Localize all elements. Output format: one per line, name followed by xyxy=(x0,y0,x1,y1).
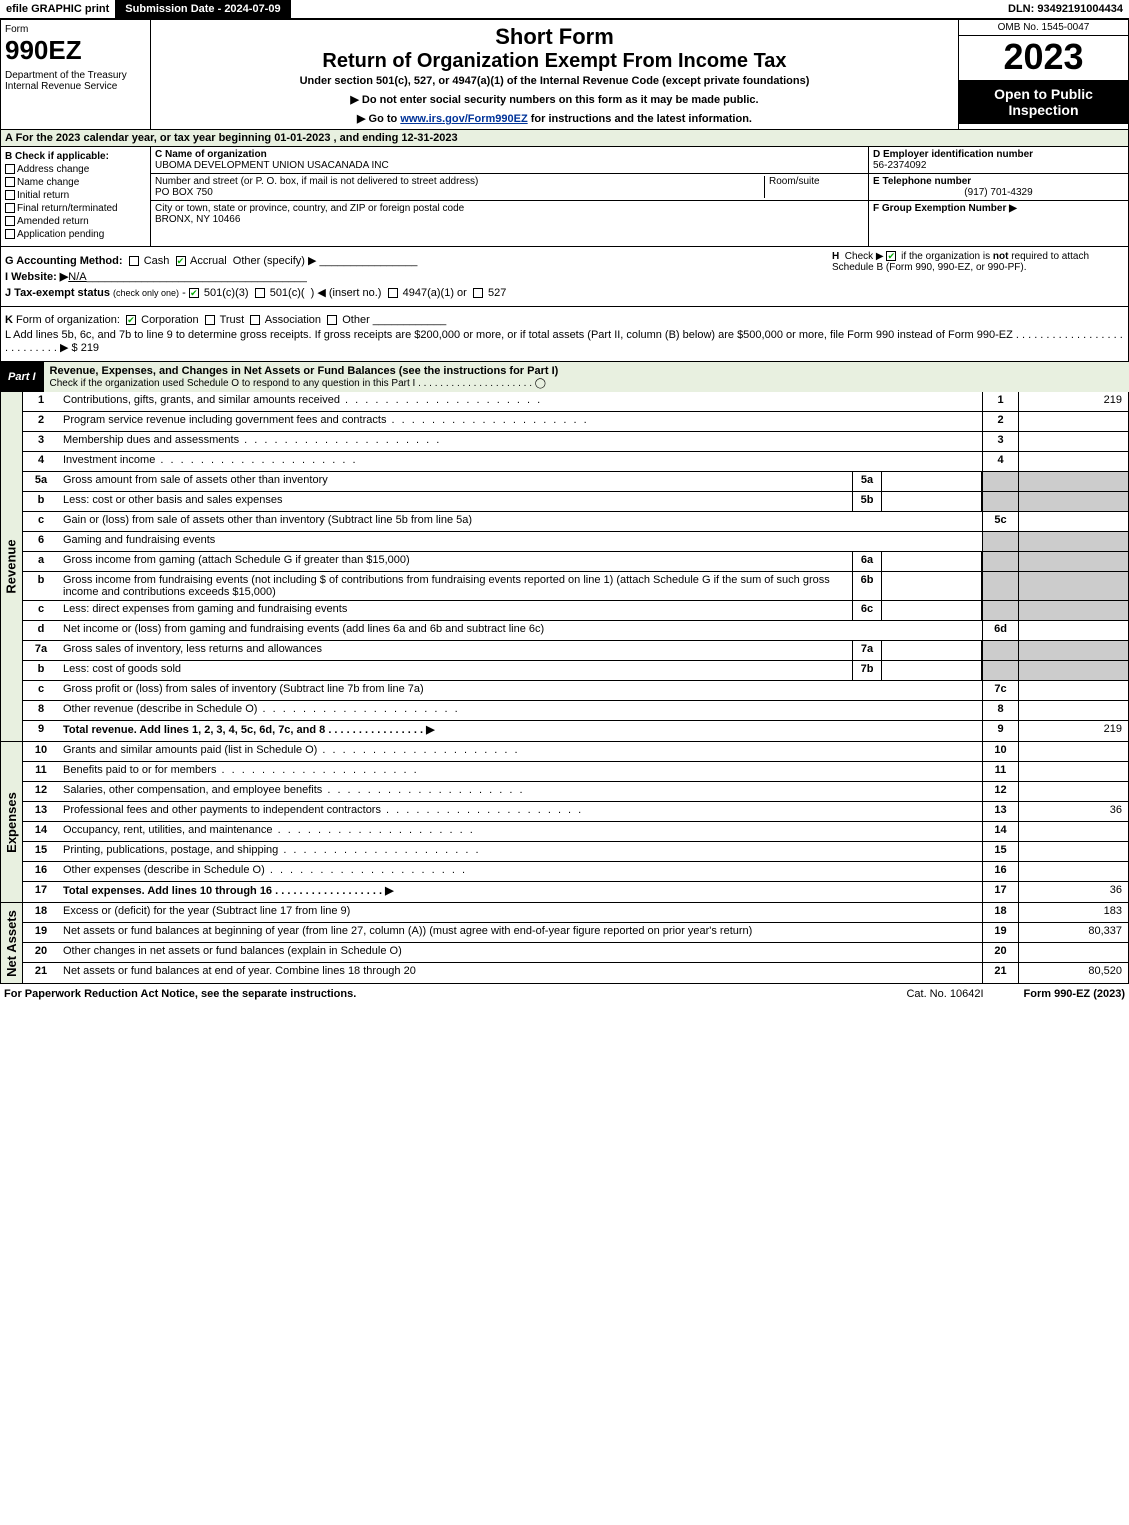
header-mid: Short Form Return of Organization Exempt… xyxy=(151,20,958,129)
i-val: N/A xyxy=(68,271,86,283)
irs-link[interactable]: www.irs.gov/Form990EZ xyxy=(400,113,527,125)
note-1: ▶ Do not enter social security numbers o… xyxy=(155,93,954,106)
note-2: ▶ Go to www.irs.gov/Form990EZ for instru… xyxy=(155,112,954,125)
c-name-lbl: C Name of organization xyxy=(155,149,267,160)
k-line: K Form of organization: Corporation Trus… xyxy=(5,314,1124,326)
footer-right: Form 990-EZ (2023) xyxy=(1024,988,1125,1000)
note-2-pre: ▶ Go to xyxy=(357,113,400,125)
block-kl: K Form of organization: Corporation Trus… xyxy=(0,307,1129,362)
footer: For Paperwork Reduction Act Notice, see … xyxy=(0,984,1129,1004)
efile-label[interactable]: efile GRAPHIC print xyxy=(0,1,115,17)
block-ghi: G Accounting Method: Cash Accrual Other … xyxy=(0,247,1129,307)
form-label: Form xyxy=(5,24,146,35)
i-lbl: I Website: ▶ xyxy=(5,271,68,283)
i-line: I Website: ▶N/A_________________________… xyxy=(5,270,824,283)
e-lbl: E Telephone number xyxy=(873,176,971,187)
cb-pending[interactable]: Application pending xyxy=(5,229,146,240)
top-bar: efile GRAPHIC print Submission Date - 20… xyxy=(0,0,1129,19)
revenue-rows: 1Contributions, gifts, grants, and simil… xyxy=(23,392,1128,741)
cb-accrual[interactable] xyxy=(176,256,186,266)
c-street: PO BOX 750 xyxy=(155,187,213,198)
cb-initial-return[interactable]: Initial return xyxy=(5,190,146,201)
section-a: A For the 2023 calendar year, or tax yea… xyxy=(0,130,1129,147)
cb-trust[interactable] xyxy=(205,315,215,325)
cb-527[interactable] xyxy=(473,288,483,298)
col-c: C Name of organization UBOMA DEVELOPMENT… xyxy=(151,147,868,246)
c-city-row: City or town, state or province, country… xyxy=(151,201,868,227)
c-name: UBOMA DEVELOPMENT UNION USACANADA INC xyxy=(155,160,389,171)
block-bcdef: B Check if applicable: Address change Na… xyxy=(0,147,1129,247)
header-right: OMB No. 1545-0047 2023 Open to Public In… xyxy=(958,20,1128,129)
form-header: Form 990EZ Department of the Treasury In… xyxy=(0,19,1129,130)
g-lbl: G Accounting Method: xyxy=(5,255,123,267)
cb-501c3[interactable] xyxy=(189,288,199,298)
e-row: E Telephone number (917) 701-4329 xyxy=(869,174,1128,201)
f-row: F Group Exemption Number ▶ xyxy=(869,201,1128,216)
cb-address-change[interactable]: Address change xyxy=(5,164,146,175)
cb-cash[interactable] xyxy=(129,256,139,266)
omb-number: OMB No. 1545-0047 xyxy=(959,20,1128,36)
footer-mid: Cat. No. 10642I xyxy=(906,988,983,1000)
col-b: B Check if applicable: Address change Na… xyxy=(1,147,151,246)
cb-501c[interactable] xyxy=(255,288,265,298)
tax-year: 2023 xyxy=(959,36,1128,78)
header-left: Form 990EZ Department of the Treasury In… xyxy=(1,20,151,129)
l-line: L Add lines 5b, 6c, and 7b to line 9 to … xyxy=(5,329,1124,354)
c-street-row: Number and street (or P. O. box, if mail… xyxy=(151,174,868,201)
netassets-table: Net Assets 18Excess or (deficit) for the… xyxy=(0,903,1129,984)
short-form-title: Short Form xyxy=(155,24,954,50)
netassets-side-label: Net Assets xyxy=(1,903,23,983)
h-text: H Check ▶ if the organization is not req… xyxy=(832,251,1089,273)
open-to-public: Open to Public Inspection xyxy=(959,80,1128,124)
netassets-rows: 18Excess or (deficit) for the year (Subt… xyxy=(23,903,1128,983)
cb-amended[interactable]: Amended return xyxy=(5,216,146,227)
expenses-table: Expenses 10Grants and similar amounts pa… xyxy=(0,742,1129,903)
d-val: 56-2374092 xyxy=(873,160,926,171)
dept-label: Department of the Treasury Internal Reve… xyxy=(5,70,146,92)
g-line: G Accounting Method: Cash Accrual Other … xyxy=(5,254,824,267)
cb-name-change[interactable]: Name change xyxy=(5,177,146,188)
cb-other-org[interactable] xyxy=(327,315,337,325)
h-box: H Check ▶ if the organization is not req… xyxy=(824,251,1124,302)
part1-title: Revenue, Expenses, and Changes in Net As… xyxy=(44,362,1129,392)
room-lbl: Room/suite xyxy=(769,176,820,187)
c-city-lbl: City or town, state or province, country… xyxy=(155,203,464,214)
note-2-post: for instructions and the latest informat… xyxy=(528,113,752,125)
expenses-side-label: Expenses xyxy=(1,742,23,902)
cb-final-return[interactable]: Final return/terminated xyxy=(5,203,146,214)
form-number: 990EZ xyxy=(5,35,146,66)
d-row: D Employer identification number 56-2374… xyxy=(869,147,1128,174)
form-subtitle: Under section 501(c), 527, or 4947(a)(1)… xyxy=(155,75,954,87)
e-val: (917) 701-4329 xyxy=(873,187,1124,198)
f-lbl: F Group Exemption Number ▶ xyxy=(873,203,1017,214)
ghi-left: G Accounting Method: Cash Accrual Other … xyxy=(5,251,824,302)
col-def: D Employer identification number 56-2374… xyxy=(868,147,1128,246)
d-lbl: D Employer identification number xyxy=(873,149,1033,160)
c-name-row: C Name of organization UBOMA DEVELOPMENT… xyxy=(151,147,868,174)
cb-h[interactable] xyxy=(886,251,896,261)
j-line: J Tax-exempt status (check only one) - 5… xyxy=(5,286,824,299)
form-title: Return of Organization Exempt From Incom… xyxy=(155,50,954,73)
part1-header: Part I Revenue, Expenses, and Changes in… xyxy=(0,362,1129,392)
c-street-lbl: Number and street (or P. O. box, if mail… xyxy=(155,176,478,187)
expenses-rows: 10Grants and similar amounts paid (list … xyxy=(23,742,1128,902)
cb-4947[interactable] xyxy=(388,288,398,298)
revenue-table: Revenue 1Contributions, gifts, grants, a… xyxy=(0,392,1129,742)
dln: DLN: 93492191004434 xyxy=(1002,1,1129,17)
cb-assoc[interactable] xyxy=(250,315,260,325)
revenue-side-label: Revenue xyxy=(1,392,23,741)
cb-corp[interactable] xyxy=(126,315,136,325)
submission-date: Submission Date - 2024-07-09 xyxy=(115,0,290,18)
c-city: BRONX, NY 10466 xyxy=(155,214,240,225)
footer-left: For Paperwork Reduction Act Notice, see … xyxy=(4,988,906,1000)
part1-tag: Part I xyxy=(0,368,44,386)
b-header: B Check if applicable: xyxy=(5,151,146,162)
